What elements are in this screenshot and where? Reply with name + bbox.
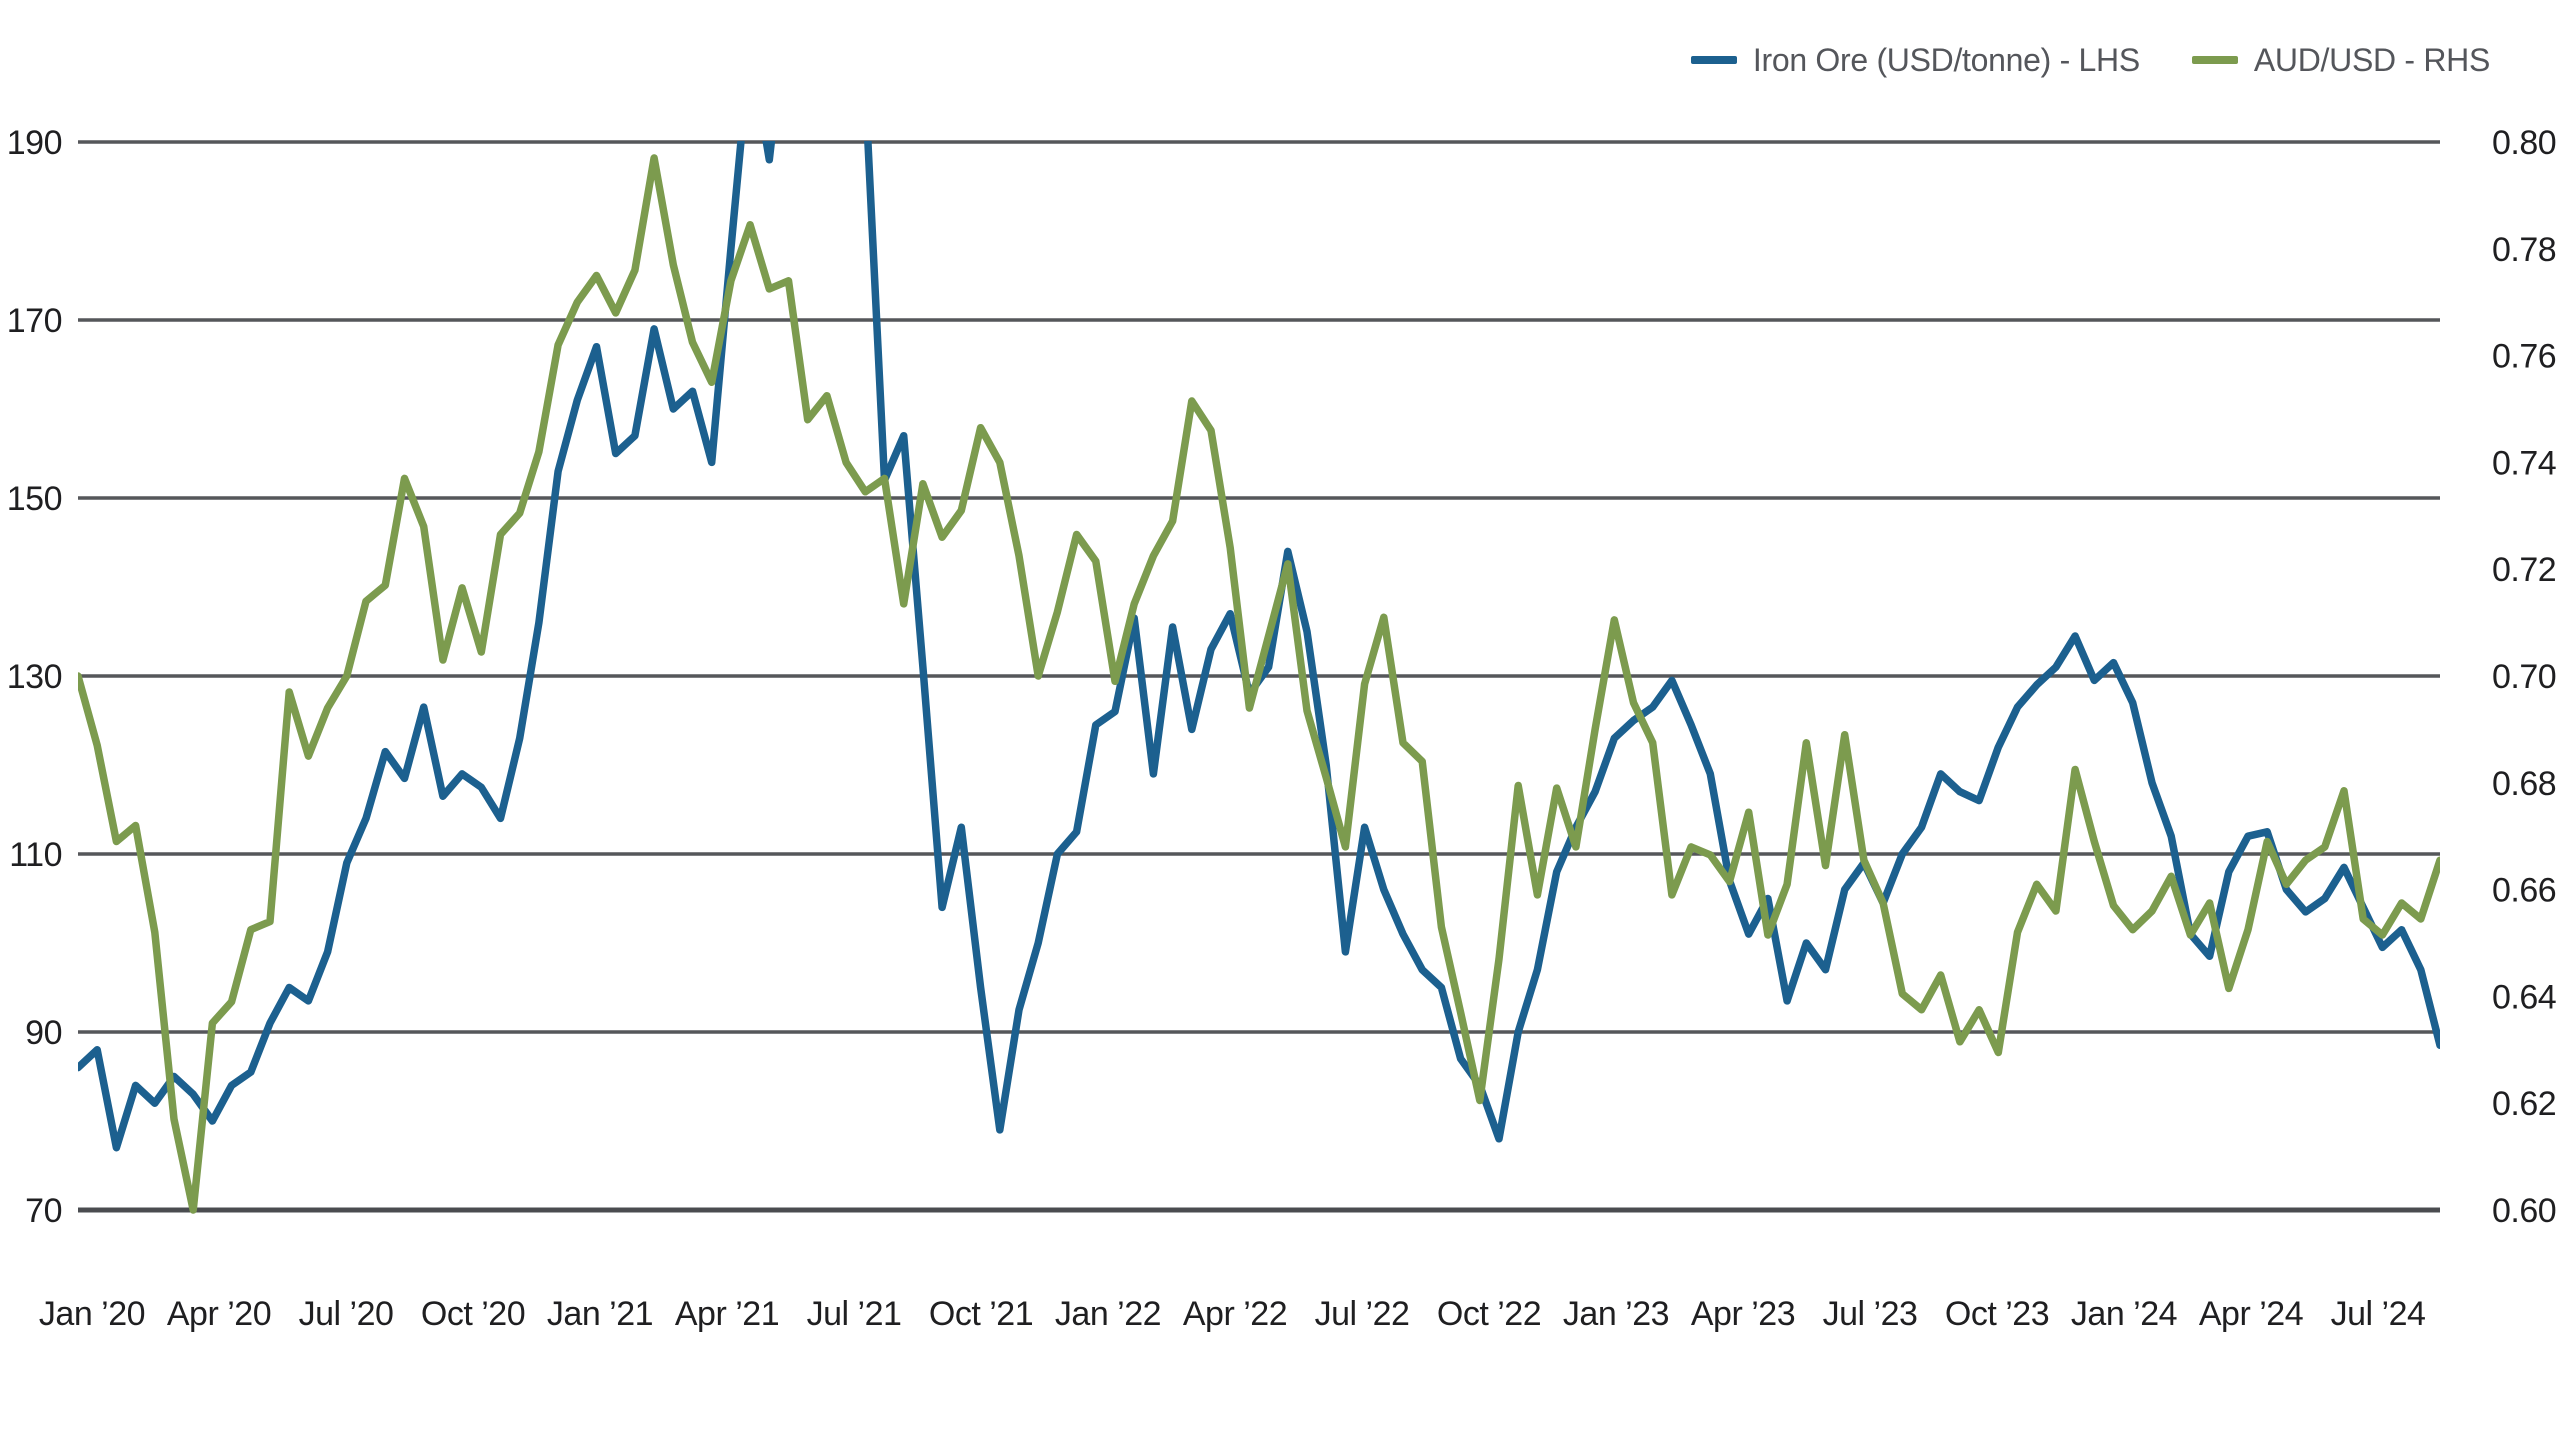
x-axis-tick-label-10: Jul ’22 <box>1315 1295 1410 1333</box>
x-axis-tick-label-13: Apr ’23 <box>1691 1295 1795 1333</box>
right-axis-tick-label-0.78: 0.78 <box>2492 231 2556 269</box>
series-line-aud-usd <box>78 154 2440 1214</box>
right-axis-tick-label-0.70: 0.70 <box>2492 658 2556 696</box>
x-axis-tick-label-8: Jan ’22 <box>1055 1295 1161 1333</box>
x-axis-tick-label-12: Jan ’23 <box>1563 1295 1669 1333</box>
x-axis-tick-label-17: Apr ’24 <box>2199 1295 2303 1333</box>
right-axis-tick-label-0.60: 0.60 <box>2492 1192 2556 1230</box>
left-axis-tick-label-110: 110 <box>9 836 62 874</box>
x-axis-tick-label-16: Jan ’24 <box>2071 1295 2177 1333</box>
legend-item-aud-usd: AUD/USD - RHS <box>2191 42 2490 78</box>
legend-item-iron-ore: Iron Ore (USD/tonne) - LHS <box>1690 42 2140 78</box>
x-axis-tick-label-0: Jan ’20 <box>39 1295 145 1333</box>
right-axis-tick-label-0.80: 0.80 <box>2492 124 2556 162</box>
legend-label-iron-ore: Iron Ore (USD/tonne) - LHS <box>1752 42 2140 78</box>
right-axis-tick-label-0.64: 0.64 <box>2492 978 2556 1016</box>
right-axis-tick-label-0.62: 0.62 <box>2492 1085 2556 1123</box>
right-axis-tick-label-0.72: 0.72 <box>2492 551 2556 589</box>
x-axis-tick-label-4: Jan ’21 <box>547 1295 653 1333</box>
left-axis-tick-label-170: 170 <box>7 302 62 340</box>
x-axis-tick-label-14: Jul ’23 <box>1823 1295 1918 1333</box>
x-axis-tick-label-6: Jul ’21 <box>807 1295 902 1333</box>
x-axis-tick-label-5: Apr ’21 <box>675 1295 779 1333</box>
right-axis-tick-label-0.68: 0.68 <box>2492 765 2556 803</box>
left-axis-tick-label-90: 90 <box>25 1014 62 1052</box>
legend-swatch-aud-usd-icon <box>2191 56 2238 64</box>
left-axis-tick-label-130: 130 <box>7 658 62 696</box>
right-axis-tick-label-0.74: 0.74 <box>2492 444 2556 482</box>
x-axis-tick-label-11: Oct ’22 <box>1437 1295 1541 1333</box>
x-axis-tick-label-2: Jul ’20 <box>299 1295 394 1333</box>
x-axis-tick-label-1: Apr ’20 <box>167 1295 271 1333</box>
legend-swatch-iron-ore-icon <box>1690 56 1737 64</box>
x-axis-tick-label-3: Oct ’20 <box>421 1295 525 1333</box>
right-axis-tick-label-0.76: 0.76 <box>2492 338 2556 376</box>
x-axis-tick-label-15: Oct ’23 <box>1945 1295 2049 1333</box>
chart-legend: Iron Ore (USD/tonne) - LHS AUD/USD - RHS <box>1690 42 2490 78</box>
left-axis-tick-label-190: 190 <box>7 124 62 162</box>
right-axis-tick-label-0.66: 0.66 <box>2492 872 2556 910</box>
x-axis-tick-label-18: Jul ’24 <box>2331 1295 2426 1333</box>
x-axis-tick-label-9: Apr ’22 <box>1183 1295 1287 1333</box>
x-axis-tick-label-7: Oct ’21 <box>929 1295 1033 1333</box>
left-axis-tick-label-150: 150 <box>7 480 62 518</box>
legend-label-aud-usd: AUD/USD - RHS <box>2253 42 2490 78</box>
left-axis-tick-label-70: 70 <box>25 1192 62 1230</box>
